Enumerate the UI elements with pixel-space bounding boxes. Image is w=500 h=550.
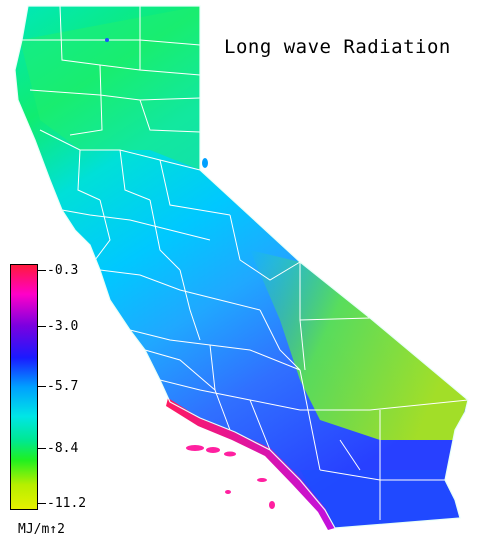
interior-high-values — [250, 250, 468, 440]
small-lake — [105, 38, 109, 42]
state-outline — [14, 5, 469, 529]
legend-tick — [38, 448, 46, 449]
color-legend-bar — [10, 264, 38, 510]
northern-green-zone — [20, 6, 200, 170]
legend-label-max: -0.3 — [47, 263, 79, 278]
legend-tick — [38, 503, 46, 504]
legend-label: -3.0 — [47, 319, 79, 334]
legend-units: MJ/m↑2 — [18, 522, 65, 537]
legend-tick — [38, 386, 46, 387]
legend-label-min: -11.2 — [47, 496, 87, 511]
legend-label: -8.4 — [47, 441, 79, 456]
legend-tick — [38, 326, 46, 327]
legend-label: -5.7 — [47, 379, 79, 394]
channel-islands — [186, 445, 275, 509]
lake-tahoe — [202, 158, 208, 168]
county-boundaries — [22, 6, 468, 520]
legend-tick — [38, 270, 46, 271]
map-title: Long wave Radiation — [224, 36, 451, 58]
coastal-band — [166, 398, 335, 530]
